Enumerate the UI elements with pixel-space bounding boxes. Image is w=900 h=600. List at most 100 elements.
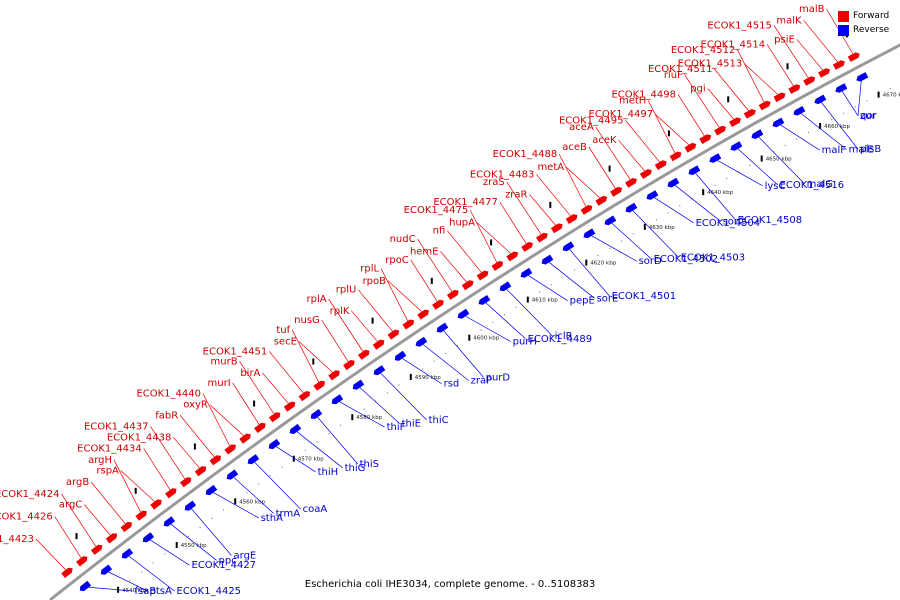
gene-label: ECOK1_4434: [77, 443, 142, 454]
forward-gene: [476, 270, 489, 281]
gene-leader: [483, 300, 526, 340]
reverse-gene: [541, 254, 554, 265]
gene-label: thiH: [318, 467, 339, 478]
gene-leader: [707, 88, 736, 122]
gene-label: tuf: [276, 325, 290, 336]
forward-gene: [298, 391, 311, 402]
minor-tick: [749, 164, 751, 166]
reverse-gene: [268, 438, 281, 450]
forward-gene: [387, 329, 400, 340]
tick-label: 4590 kbp: [415, 375, 441, 381]
gene-label: aceB: [562, 142, 587, 153]
minor-tick: [714, 184, 716, 186]
gene-label: argE: [234, 551, 257, 562]
gene-label: argH: [88, 455, 112, 466]
gene-label: qor: [860, 111, 877, 122]
tick-mark-inner: [193, 443, 196, 450]
gene-leader: [588, 233, 637, 262]
tick-label: 4540 kbp: [122, 588, 148, 594]
gene-label: coaA: [303, 504, 328, 515]
gene-leader: [231, 475, 274, 514]
gene-label: argB: [66, 477, 89, 488]
tick-mark-inner: [786, 63, 789, 70]
gene-leader: [857, 77, 862, 116]
minor-tick: [129, 580, 131, 582]
reverse-gene: [394, 350, 407, 361]
gene-label: ECOK1_4502: [654, 254, 719, 265]
forward-gene: [580, 205, 593, 215]
gene-leader: [358, 289, 395, 334]
gene-leader: [773, 25, 811, 81]
tick-mark-inner: [430, 277, 433, 284]
tick-label: 4670 kbp: [883, 93, 900, 99]
gene-leader: [677, 94, 707, 139]
minor-tick: [246, 492, 248, 494]
minor-tick: [164, 553, 166, 555]
gene-label: nusG: [294, 315, 320, 326]
gene-label: malB: [799, 4, 825, 15]
minor-tick: [842, 112, 845, 114]
gene-label: ECOK1_4489: [528, 334, 593, 345]
gene-leader: [735, 146, 778, 186]
reverse-gene: [688, 165, 701, 176]
gene-leader: [143, 448, 172, 493]
gene-label: nudC: [390, 234, 416, 245]
forward-gene: [788, 84, 801, 94]
minor-tick: [831, 119, 833, 121]
gene-label: zraP: [471, 376, 493, 387]
reverse-gene: [373, 365, 386, 376]
tick-mark: [409, 373, 412, 380]
gene-label: aceK: [592, 135, 617, 146]
gene-label: sorC: [723, 216, 745, 227]
gene-leader: [440, 251, 469, 285]
gene-label: thiS: [360, 459, 379, 470]
gene-leader: [504, 286, 553, 337]
gene-label: thiC: [429, 415, 449, 426]
reverse-gene: [310, 409, 323, 420]
tick-mark-inner: [608, 165, 611, 172]
tick-label: 4630 kbp: [649, 225, 675, 231]
gene-label: ECOK1_4483: [470, 169, 535, 180]
gene-leader: [654, 113, 692, 148]
gene-label: hemE: [410, 246, 439, 257]
forward-gene: [209, 455, 221, 466]
reverse-gene: [730, 141, 743, 151]
forward-gene: [254, 422, 266, 433]
reverse-gene: [646, 190, 659, 200]
gene-leader: [756, 134, 805, 185]
tick-label: 4610 kbp: [532, 298, 558, 304]
tick-layer: 4540 kbp 4550 kbp 4560 kbp 4570 kbp 4580 kbp…: [75, 31, 900, 594]
gene-label: fabR: [155, 410, 178, 421]
gene-label: zur: [860, 111, 877, 122]
forward-gene: [758, 100, 771, 111]
gene-label: iclR: [555, 331, 573, 342]
tick-mark-inner: [134, 487, 137, 494]
gene-leader: [441, 328, 484, 378]
gene-leader: [743, 63, 781, 97]
gene-label: ECOK1_4497: [589, 109, 654, 120]
gene-label: ECOK1_4423: [0, 534, 34, 545]
forward-gene: [358, 349, 370, 360]
legend-forward: Forward: [838, 9, 889, 23]
gene-leader: [252, 459, 301, 510]
minor-tick: [386, 392, 388, 394]
minor-tick: [866, 100, 868, 102]
gene-leader: [476, 222, 514, 256]
reverse-gene: [142, 532, 155, 543]
forward-gene: [729, 117, 741, 127]
forward-gene: [447, 289, 459, 300]
minor-tick: [363, 408, 365, 410]
tick-mark-inner: [371, 317, 374, 324]
gene-leader: [618, 139, 647, 174]
gene-label: ECOK1_4424: [0, 489, 60, 500]
gene-leader: [536, 174, 573, 219]
gene-leader: [499, 202, 529, 247]
gene-label: ptsA: [150, 586, 172, 597]
minor-tick: [433, 360, 435, 362]
gene-label: ECOK1_4437: [84, 421, 149, 432]
gene-leader: [672, 183, 721, 222]
reverse-gene: [709, 153, 722, 163]
minor-tick: [632, 233, 634, 235]
gene-label: malE: [849, 145, 874, 156]
gene-leader: [766, 44, 796, 89]
